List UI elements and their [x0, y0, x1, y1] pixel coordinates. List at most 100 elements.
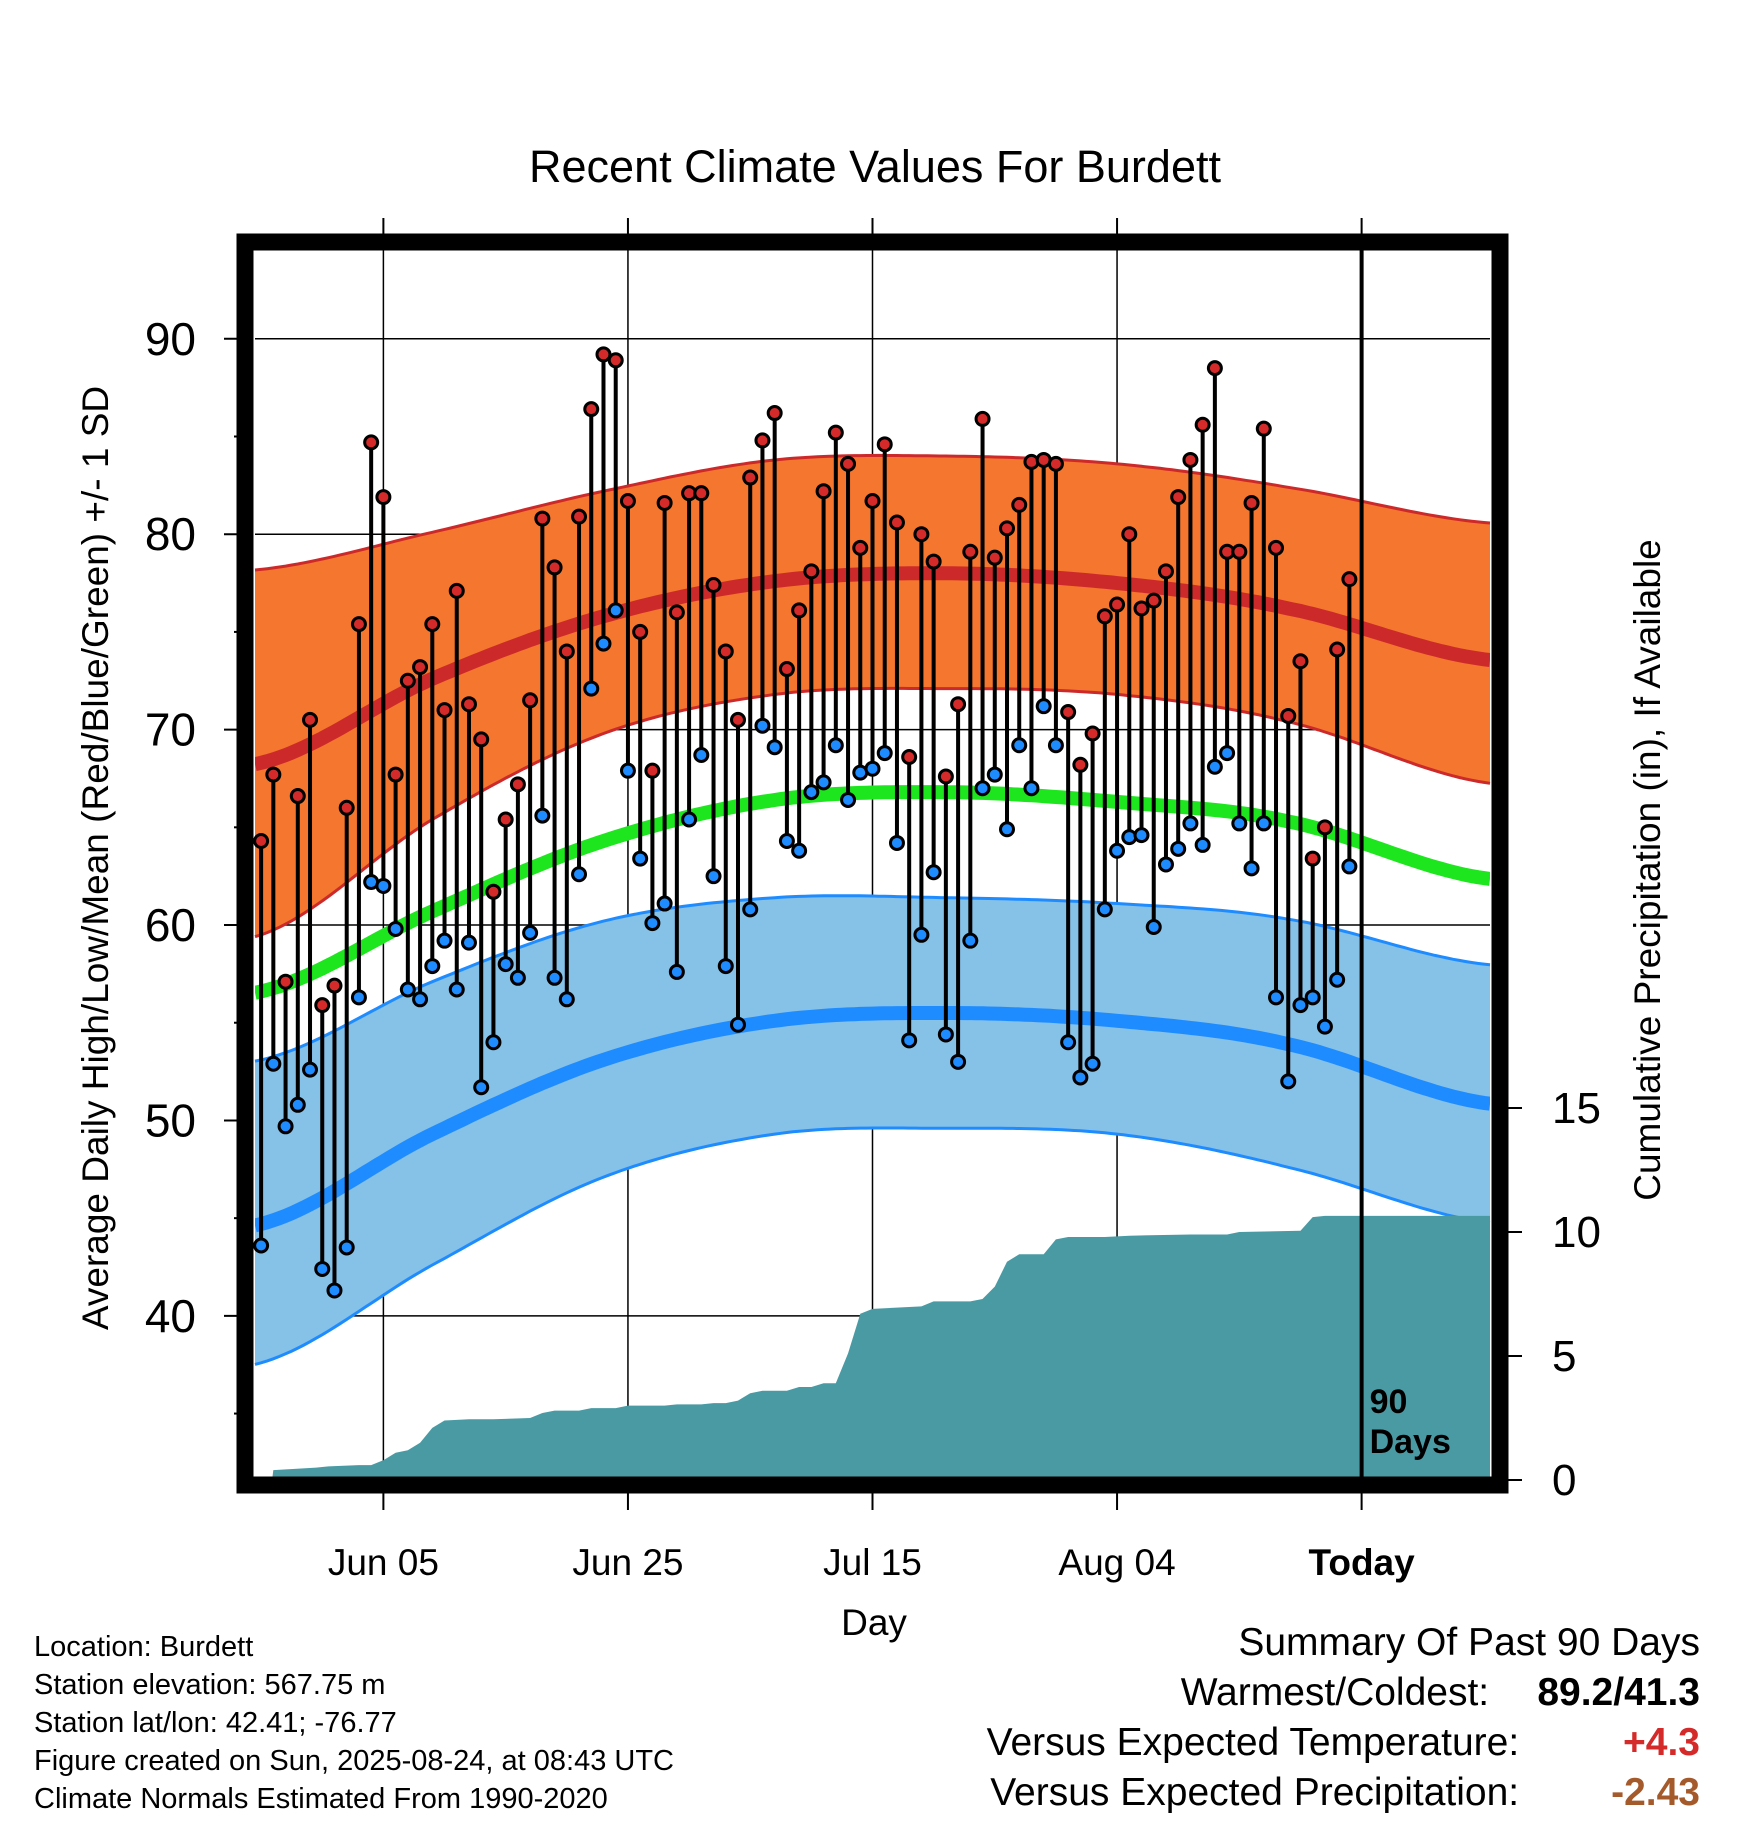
daily-high-point	[705, 577, 722, 594]
daily-high-point	[925, 553, 942, 570]
daily-low-point	[1109, 842, 1126, 859]
daily-high-point	[1304, 850, 1321, 867]
daily-low-point	[1047, 737, 1064, 754]
daily-low-point	[815, 774, 832, 791]
y2-tick-label: 0	[1552, 1456, 1576, 1505]
summary-panel: Summary Of Past 90 Days Warmest/Coldest:…	[987, 1618, 1700, 1818]
daily-high-point	[1292, 653, 1309, 670]
daily-low-point	[1170, 840, 1187, 857]
daily-high-point	[1243, 494, 1260, 511]
daily-high-point	[1109, 596, 1126, 613]
daily-low-point	[289, 1096, 306, 1113]
created-text: Figure created on Sun, 2025-08-24, at 08…	[34, 1745, 674, 1777]
y-axis-label: Average Daily High/Low/Mean (Red/Blue/Gr…	[75, 386, 116, 1330]
daily-low-point	[950, 1053, 967, 1070]
daily-high-point	[1268, 539, 1285, 556]
daily-high-point	[253, 833, 270, 850]
y-tick-label: 80	[145, 508, 196, 560]
summary-heading: Summary Of Past 90 Days	[1238, 1621, 1700, 1664]
daily-high-point	[1182, 451, 1199, 468]
daily-high-point	[571, 508, 588, 525]
daily-low-point	[864, 760, 881, 777]
daily-high-point	[876, 436, 893, 453]
daily-low-point	[705, 868, 722, 885]
daily-low-point	[253, 1237, 270, 1254]
daily-low-point	[717, 958, 734, 975]
daily-high-point	[986, 549, 1003, 566]
daily-low-point	[1255, 815, 1272, 832]
daily-low-point	[497, 956, 514, 973]
today-days-label: 90	[1370, 1383, 1408, 1421]
daily-low-point	[778, 833, 795, 850]
daily-low-point	[693, 747, 710, 764]
daily-low-point	[803, 784, 820, 801]
daily-high-point	[778, 661, 795, 678]
daily-low-point	[1182, 815, 1199, 832]
daily-low-point	[742, 901, 759, 918]
x-tick-label: Jun 05	[328, 1542, 439, 1583]
daily-high-point	[754, 432, 771, 449]
daily-high-point	[742, 469, 759, 486]
y-tick-label: 70	[145, 704, 196, 756]
daily-low-point	[546, 969, 563, 986]
daily-low-point	[277, 1118, 294, 1135]
low-sd-upper-line	[254, 894, 1491, 1063]
y-tick-label: 40	[145, 1290, 196, 1342]
y-tick-label: 90	[145, 313, 196, 365]
daily-low-point	[937, 1026, 954, 1043]
y-tick-label: 50	[145, 1094, 196, 1146]
daily-low-point	[558, 991, 575, 1008]
daily-low-point	[840, 791, 857, 808]
daily-low-point	[595, 635, 612, 652]
daily-low-point	[1157, 856, 1174, 873]
daily-high-point	[1084, 725, 1101, 742]
daily-high-point	[326, 977, 343, 994]
daily-low-point	[1329, 971, 1346, 988]
daily-high-point	[314, 997, 331, 1014]
daily-low-point	[460, 934, 477, 951]
daily-low-point	[888, 834, 905, 851]
daily-low-point	[399, 981, 416, 998]
daily-low-point	[901, 1032, 918, 1049]
daily-low-point	[338, 1239, 355, 1256]
daily-low-point	[656, 895, 673, 912]
daily-high-point	[497, 811, 514, 828]
daily-low-point	[1231, 815, 1248, 832]
daily-low-point	[1292, 997, 1309, 1014]
daily-low-point	[485, 1034, 502, 1051]
daily-high-point	[717, 643, 734, 660]
daily-high-point	[595, 346, 612, 363]
daily-high-point	[1047, 455, 1064, 472]
y2-tick-label: 10	[1552, 1208, 1601, 1257]
y2-axis-label: Cumulative Precipitation (in), If Availa…	[1627, 539, 1668, 1201]
warm-cold-label: Warmest/Coldest:	[1180, 1671, 1490, 1714]
daily-low-point	[1341, 858, 1358, 875]
daily-low-point	[644, 915, 661, 932]
daily-high-point	[1329, 641, 1346, 658]
daily-low-point	[913, 926, 930, 943]
daily-high-point	[864, 492, 881, 509]
daily-high-point	[1316, 819, 1333, 836]
daily-high-point	[607, 352, 624, 369]
daily-high-point	[656, 494, 673, 511]
daily-high-point	[558, 643, 575, 660]
daily-low-point	[1011, 737, 1028, 754]
daily-high-point	[399, 672, 416, 689]
daily-low-point	[962, 932, 979, 949]
temp-row: Versus Expected Temperature: +4.3	[987, 1718, 1700, 1768]
daily-low-point	[1084, 1055, 1101, 1072]
daily-low-point	[326, 1282, 343, 1299]
daily-low-point	[473, 1079, 490, 1096]
daily-low-point	[607, 602, 624, 619]
station-info: Location: Burdett Station elevation: 567…	[34, 1628, 674, 1818]
daily-low-point	[999, 821, 1016, 838]
daily-high-point	[827, 424, 844, 441]
daily-high-point	[1170, 489, 1187, 506]
daily-high-point	[901, 748, 918, 765]
daily-high-point	[302, 711, 319, 728]
daily-low-point	[754, 717, 771, 734]
daily-high-point	[509, 776, 526, 793]
daily-high-point	[950, 696, 967, 713]
